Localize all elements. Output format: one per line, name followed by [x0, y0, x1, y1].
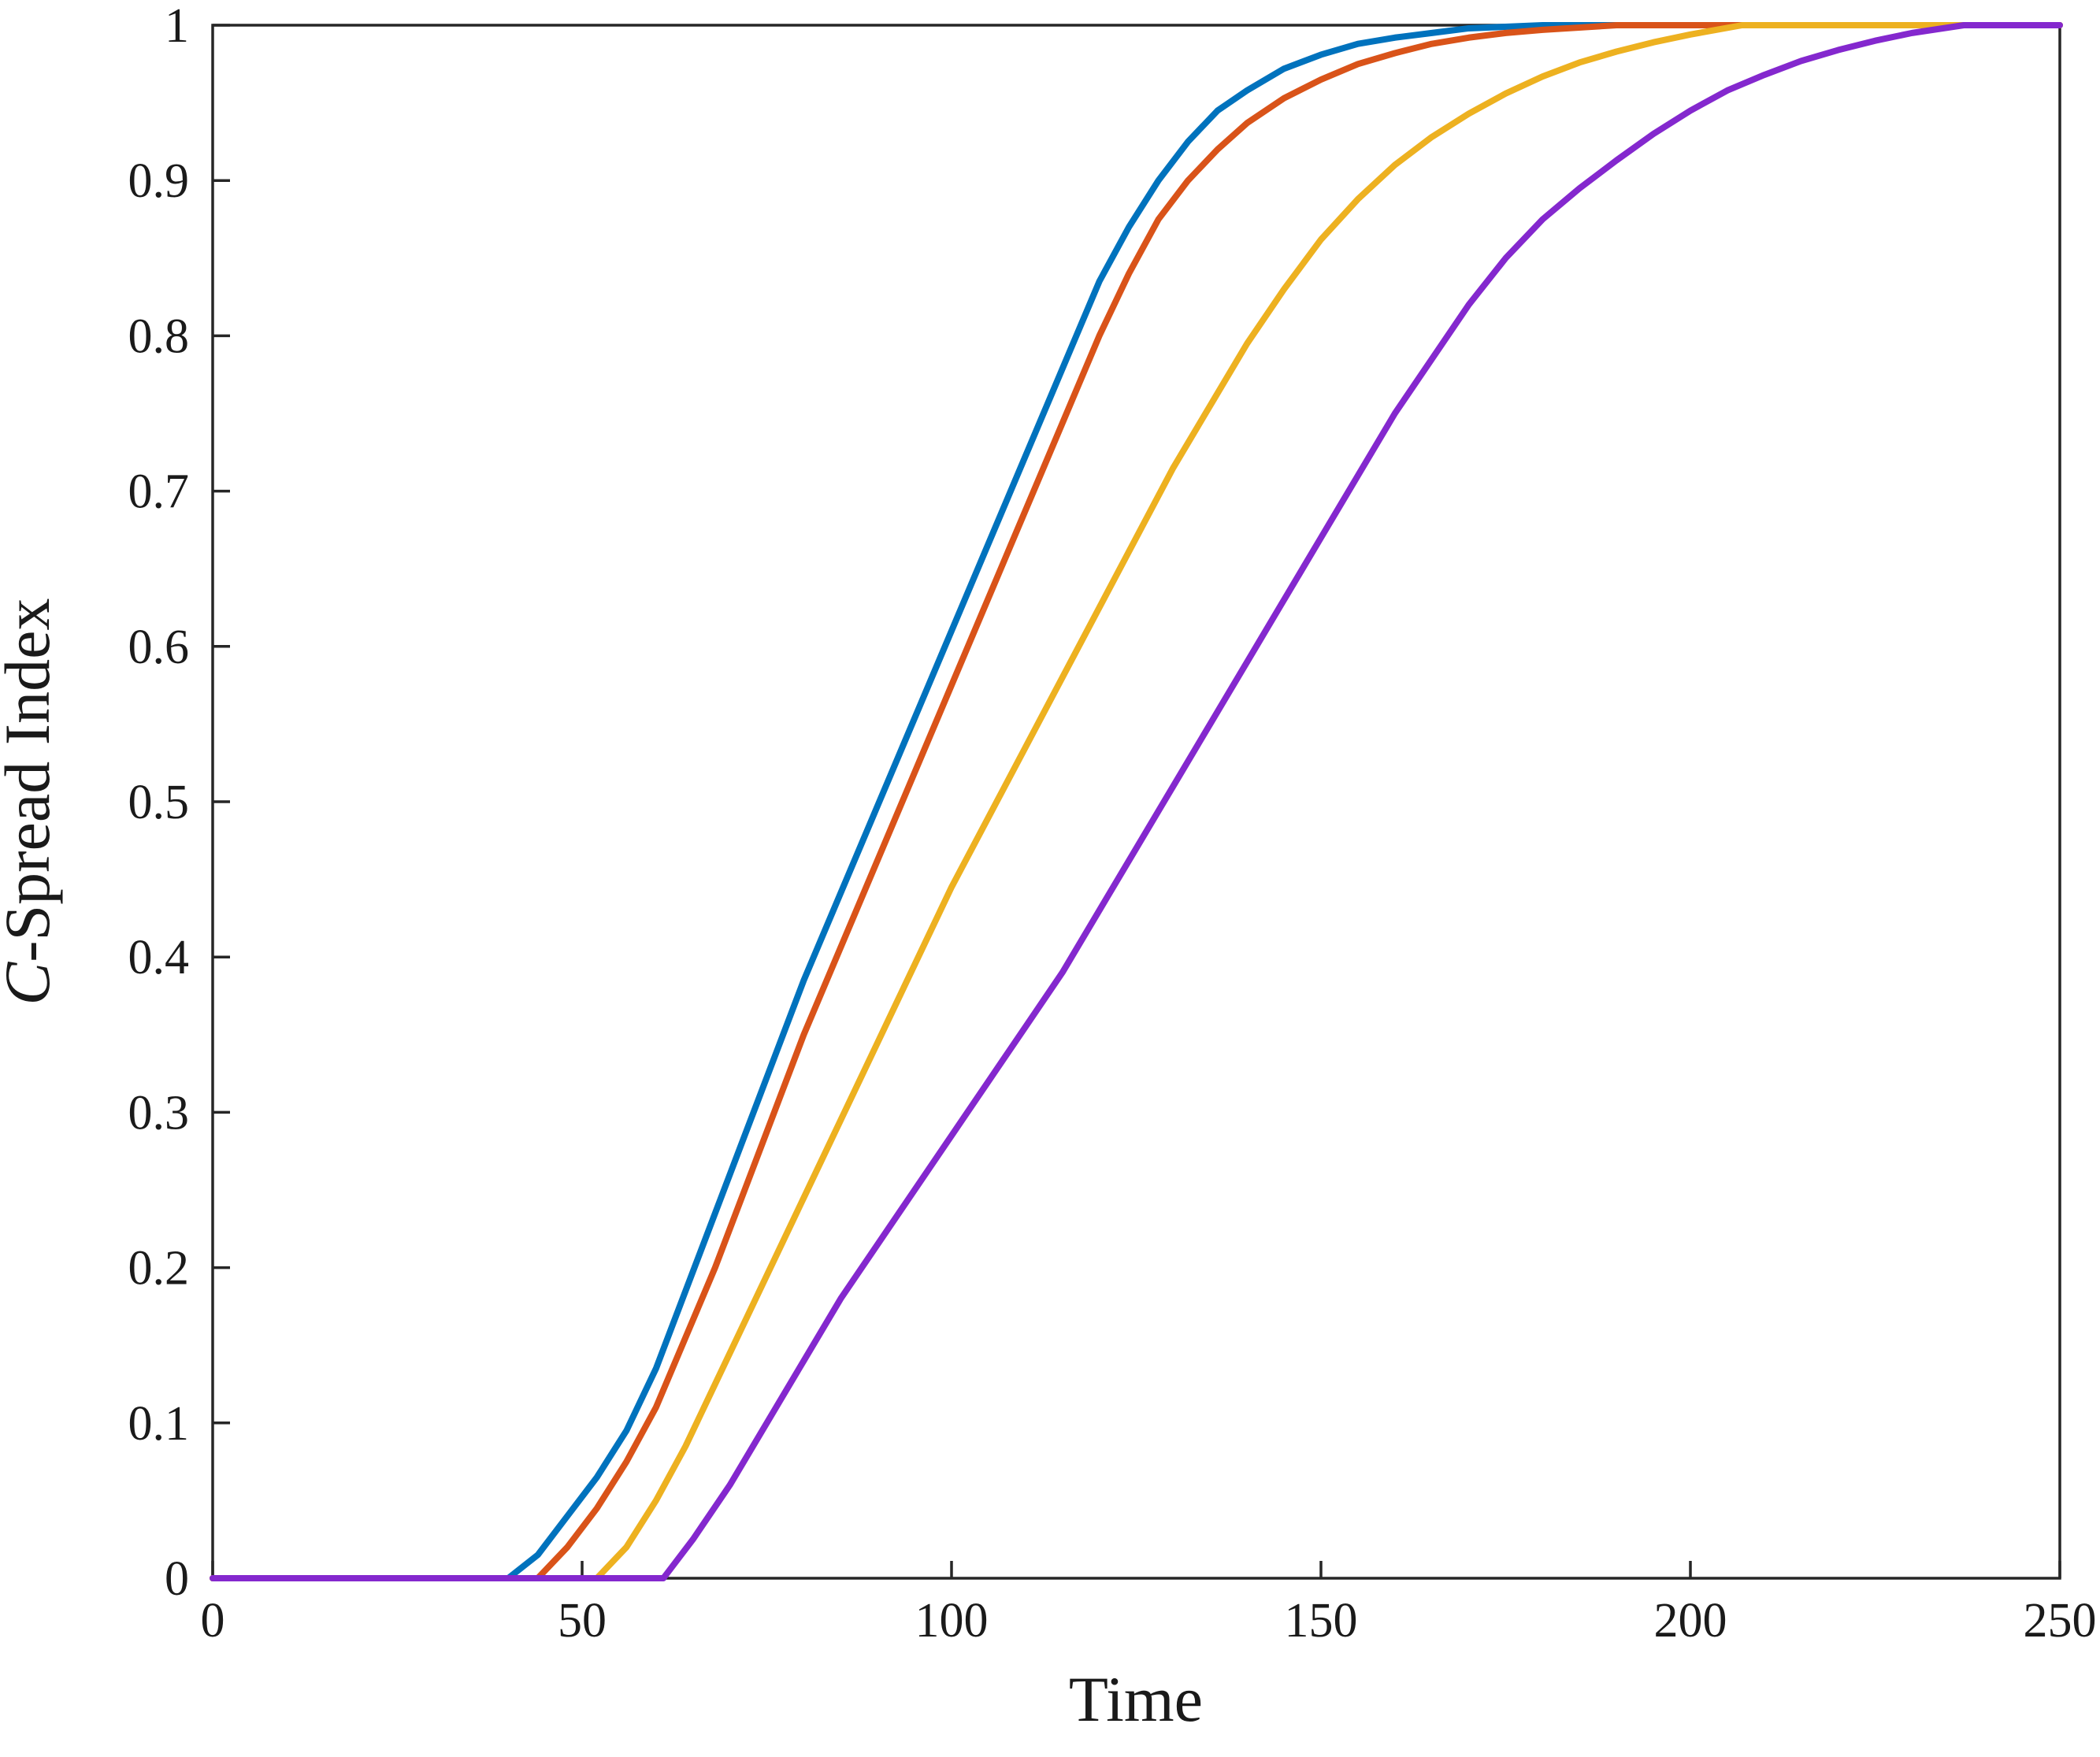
y-tick-label: 0.1 [128, 1397, 190, 1451]
y-tick-label: 0.6 [128, 621, 190, 674]
y-tick-label: 1 [165, 0, 189, 53]
y-axis-label: C-Spread Index [0, 599, 63, 1006]
x-tick-label: 0 [201, 1594, 225, 1648]
y-tick-label: 0.7 [128, 465, 190, 519]
y-tick-label: 0 [165, 1552, 189, 1606]
x-tick-label: 150 [1285, 1594, 1358, 1648]
plot-area: 0 50 100 150 200 250 0 0.1 0.2 0.3 0.4 0.5 0.6 0.7 0.8… [128, 0, 2097, 1648]
x-tick-label: 50 [558, 1594, 607, 1648]
y-tick-label: 0.8 [128, 310, 190, 363]
series-curve-4-purple [210, 22, 2063, 1581]
y-tick-label: 0.5 [128, 776, 190, 829]
y-tick-label: 0.4 [128, 931, 190, 984]
series-curve-1-blue [210, 22, 2063, 1581]
x-tick-label: 100 [915, 1594, 989, 1648]
y-axis-label-rest-part: -Spread Index [0, 599, 63, 962]
x-axis-label: Time [1069, 1663, 1203, 1735]
series-curve-2-orange [210, 22, 2063, 1581]
y-tick-label: 0.2 [128, 1242, 190, 1296]
y-tick-label: 0.9 [128, 154, 190, 208]
y-axis-label-italic-part: C [0, 961, 63, 1005]
series-curve-3-yellow [210, 22, 2063, 1581]
x-tick-label: 200 [1654, 1594, 1727, 1648]
x-tick-label: 250 [2024, 1594, 2097, 1648]
y-tick-label: 0.3 [128, 1086, 190, 1140]
